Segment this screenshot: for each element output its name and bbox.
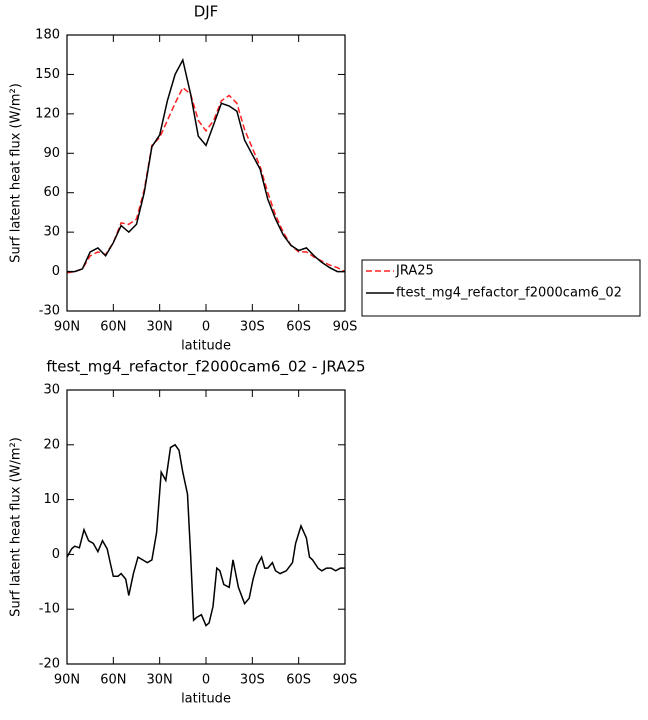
y-tick-label: 20 — [43, 437, 60, 452]
y-tick-label: 120 — [35, 106, 60, 121]
x-tick-label: 30N — [147, 673, 173, 688]
y-tick-label: 10 — [43, 492, 60, 507]
x-tick-label: 30N — [147, 320, 173, 335]
plot-frame — [66, 389, 346, 665]
data-line — [67, 57, 345, 273]
x-tick-label: 0 — [202, 673, 210, 688]
y-tick-label: -20 — [39, 657, 60, 672]
x-tick-label: 0 — [202, 320, 210, 335]
chart-title: ftest_mg4_refactor_f2000cam6_02 - JRA25 — [46, 358, 365, 377]
x-tick-label: 90S — [333, 673, 358, 688]
y-axis-label: Surf latent heat flux (W/m²) — [9, 437, 24, 617]
x-tick-label: 60S — [286, 673, 311, 688]
x-axis-label: latitude — [181, 339, 231, 354]
legend-label: JRA25 — [395, 264, 434, 279]
y-tick-label: 30 — [43, 225, 60, 240]
data-line — [66, 86, 346, 274]
x-tick-label: 30S — [240, 673, 265, 688]
chart-title: DJF — [194, 3, 219, 21]
y-tick-label: -10 — [39, 602, 60, 617]
data-line — [66, 443, 345, 627]
y-tick-label: 60 — [43, 185, 60, 200]
x-tick-label: 60N — [100, 673, 126, 688]
y-tick-label: 150 — [35, 67, 60, 82]
y-tick-label: 30 — [43, 383, 60, 398]
x-tick-label: 90N — [54, 673, 80, 688]
x-tick-label: 60S — [286, 320, 311, 335]
y-axis-label: Surf latent heat flux (W/m²) — [9, 83, 24, 263]
y-tick-label: 0 — [52, 264, 60, 279]
y-tick-label: 90 — [43, 146, 60, 161]
plot-frame — [66, 34, 346, 312]
x-tick-label: 60N — [100, 320, 126, 335]
x-axis-label: latitude — [181, 692, 231, 707]
y-tick-label: 180 — [35, 28, 60, 43]
legend-box — [361, 259, 641, 317]
x-tick-label: 30S — [240, 320, 265, 335]
x-tick-label: 90N — [54, 320, 80, 335]
y-tick-label: 0 — [52, 547, 60, 562]
y-tick-label: -30 — [39, 304, 60, 319]
x-tick-label: 90S — [333, 320, 358, 335]
legend-label: ftest_mg4_refactor_f2000cam6_02 — [396, 286, 622, 301]
